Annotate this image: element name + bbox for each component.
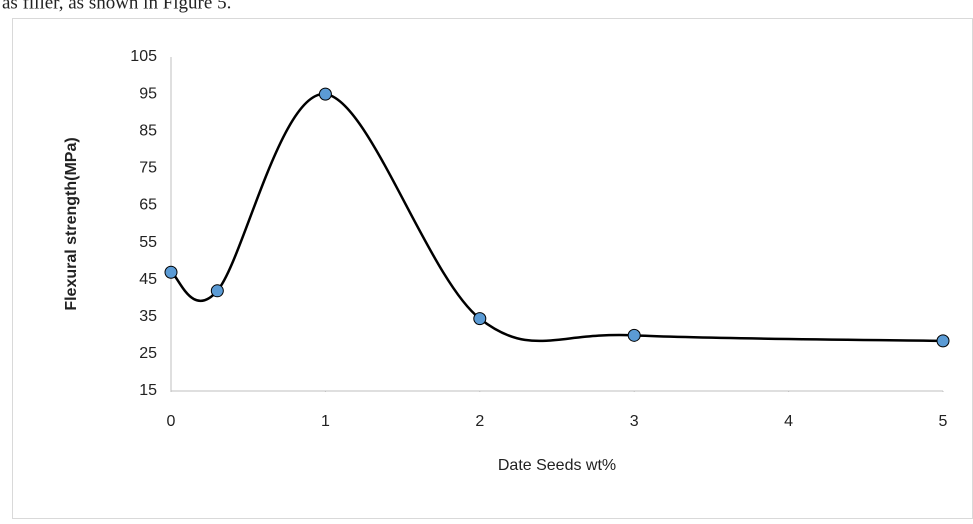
- y-tick-label: 105: [130, 48, 157, 65]
- x-tick-label: 4: [784, 413, 793, 430]
- y-tick-label: 45: [139, 271, 157, 288]
- y-tick-label: 95: [139, 85, 157, 102]
- marker: [627, 328, 641, 342]
- x-tick-label: 2: [475, 413, 484, 430]
- x-tick-label: 0: [167, 413, 176, 430]
- y-axis-title: Flexural strength(MPa): [63, 137, 80, 310]
- x-tick-label: 3: [630, 413, 639, 430]
- marker: [164, 265, 178, 279]
- line: [170, 92, 944, 343]
- marker: [210, 284, 224, 298]
- marker: [473, 312, 487, 326]
- x-tick-label: 5: [939, 413, 948, 430]
- y-tick-label: 65: [139, 197, 157, 214]
- x-tick-label: 1: [321, 413, 330, 430]
- x-axis-title: Date Seeds wt%: [498, 457, 616, 474]
- y-tick-label: 35: [139, 308, 157, 325]
- marker: [936, 334, 950, 348]
- y-tick-label: 15: [139, 382, 157, 399]
- y-tick-label: 75: [139, 160, 157, 177]
- y-tick-label: 85: [139, 122, 157, 139]
- y-tick-label: 25: [139, 345, 157, 362]
- marker: [318, 87, 332, 101]
- y-tick-label: 55: [139, 234, 157, 251]
- document-text: as filler, as shown in Figure 5.: [2, 0, 231, 13]
